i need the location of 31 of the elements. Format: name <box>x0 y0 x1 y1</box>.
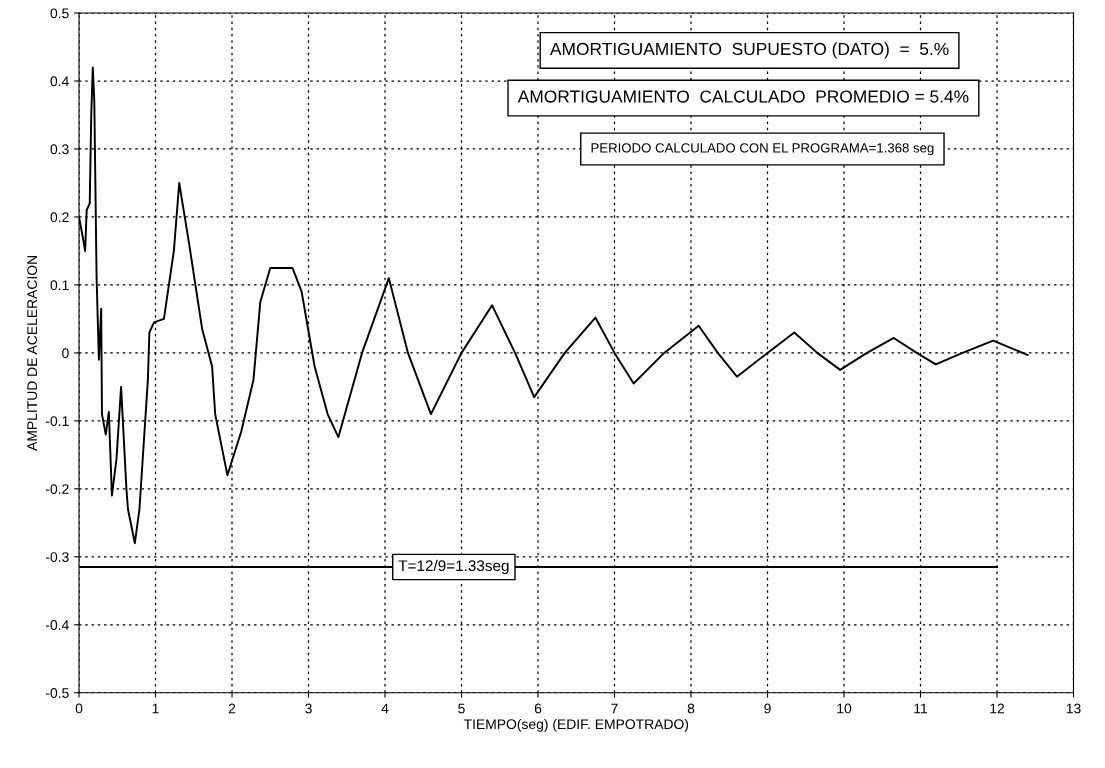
x-tick-label: 1 <box>152 703 159 714</box>
y-tick-label: -0.5 <box>45 688 69 698</box>
x-axis-title: TIEMPO(seg) (EDIF. EMPOTRADO) <box>463 718 689 732</box>
x-tick-label: 7 <box>611 703 618 714</box>
x-tick-label: 3 <box>305 703 312 714</box>
annotation: PERIODO CALCULADO CON EL PROGRAMA=1.368 seg <box>591 143 934 156</box>
y-tick-label: 0.1 <box>50 280 69 291</box>
y-tick-label: 0 <box>62 348 69 359</box>
x-tick-label: 4 <box>381 703 389 714</box>
y-tick-label: 0.5 <box>50 8 69 19</box>
x-tick-label: 6 <box>534 703 542 714</box>
annotation: AMORTIGUAMIENTO SUPUESTO (DATO) = 5.% <box>549 42 949 59</box>
y-tick-label: -0.1 <box>45 416 69 427</box>
y-axis-title: AMPLITUD DE ACELERACION <box>27 256 38 451</box>
x-tick-label: 5 <box>458 703 465 714</box>
y-tick-label: -0.4 <box>45 620 69 630</box>
y-tick-label: 0.2 <box>50 212 69 223</box>
annotation: T=12/9=1.33seg <box>398 559 509 575</box>
x-tick-label: 10 <box>837 703 852 714</box>
x-tick-label: 12 <box>990 703 1005 714</box>
x-tick-label: 11 <box>914 703 928 714</box>
y-tick-label: -0.2 <box>45 484 69 494</box>
annotation: AMORTIGUAMIENTO CALCULADO PROMEDIO = 5.4% <box>517 90 969 103</box>
y-tick-label: 0.4 <box>50 76 69 87</box>
y-tick-label: -0.3 <box>45 552 69 562</box>
x-tick-label: 8 <box>687 703 695 714</box>
x-tick-label: 2 <box>228 703 236 714</box>
x-tick-label: 9 <box>764 703 771 714</box>
y-tick-label: 0.3 <box>50 144 69 155</box>
x-tick-label: 0 <box>75 703 83 714</box>
x-tick-label: 13 <box>1066 703 1081 714</box>
